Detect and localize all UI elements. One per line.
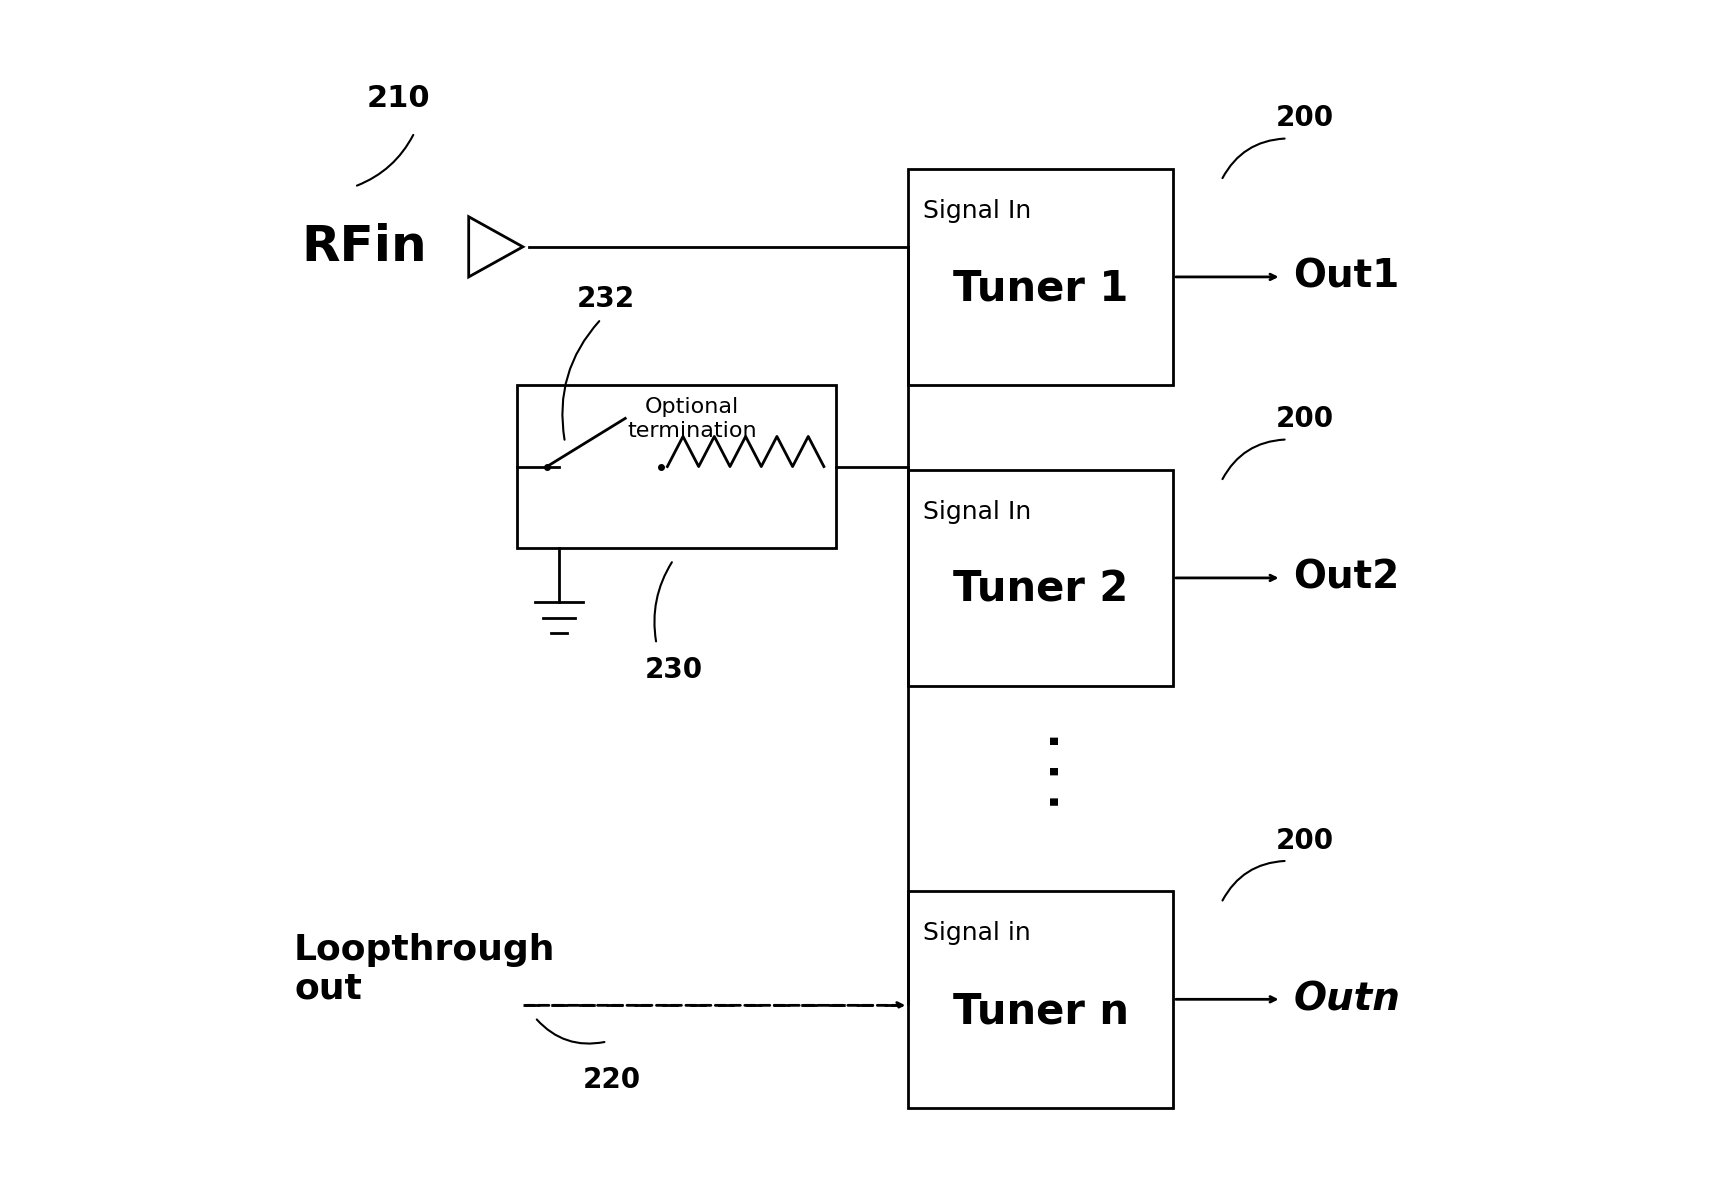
FancyBboxPatch shape bbox=[518, 385, 836, 548]
Text: Tuner 2: Tuner 2 bbox=[953, 569, 1128, 610]
Text: . . .: . . . bbox=[1025, 732, 1068, 809]
FancyBboxPatch shape bbox=[908, 891, 1173, 1108]
Text: Out1: Out1 bbox=[1293, 258, 1400, 296]
Text: Tuner 1: Tuner 1 bbox=[953, 268, 1128, 309]
Text: Tuner n: Tuner n bbox=[953, 991, 1128, 1032]
FancyBboxPatch shape bbox=[908, 169, 1173, 385]
Text: Outn: Outn bbox=[1293, 980, 1400, 1019]
Text: Signal in: Signal in bbox=[922, 921, 1030, 945]
Text: Loopthrough
out: Loopthrough out bbox=[294, 933, 556, 1005]
Text: 230: 230 bbox=[645, 656, 702, 684]
Text: Out2: Out2 bbox=[1293, 559, 1400, 597]
Text: RFin: RFin bbox=[301, 223, 427, 271]
Text: Signal In: Signal In bbox=[922, 199, 1030, 223]
Text: 200: 200 bbox=[1276, 406, 1333, 433]
Text: 220: 220 bbox=[583, 1066, 642, 1093]
Text: Optional
termination: Optional termination bbox=[628, 397, 757, 441]
FancyBboxPatch shape bbox=[908, 470, 1173, 686]
Text: 232: 232 bbox=[578, 285, 635, 313]
Text: 200: 200 bbox=[1276, 827, 1333, 855]
Text: 200: 200 bbox=[1276, 105, 1333, 132]
Text: Signal In: Signal In bbox=[922, 500, 1030, 524]
Text: 210: 210 bbox=[366, 84, 430, 113]
